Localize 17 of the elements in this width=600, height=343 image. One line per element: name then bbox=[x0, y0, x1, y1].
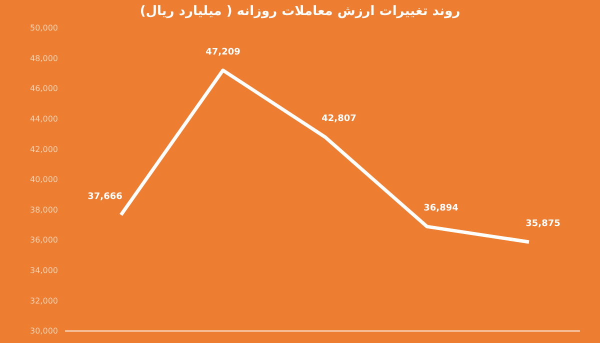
y-tick-label: 42,000 bbox=[30, 144, 58, 154]
data-label: 35,875 bbox=[526, 218, 560, 229]
y-tick-label: 34,000 bbox=[30, 266, 58, 275]
y-tick-label: 32,000 bbox=[30, 296, 58, 306]
y-tick-label: 36,000 bbox=[30, 236, 58, 245]
y-tick-label: 46,000 bbox=[30, 84, 58, 94]
data-label: 47,209 bbox=[206, 47, 240, 58]
y-tick-label: 38,000 bbox=[30, 205, 58, 214]
y-tick-label: 50,000 bbox=[30, 24, 58, 33]
data-label: 42,807 bbox=[322, 114, 356, 124]
y-tick-label: 30,000 bbox=[30, 326, 58, 336]
chart-title: روند تغییرات ارزش معاملات روزانه ( میلیارد ریال) bbox=[140, 4, 460, 19]
y-tick-label: 44,000 bbox=[30, 114, 58, 124]
y-tick-label: 40,000 bbox=[30, 175, 58, 184]
data-label: 37,666 bbox=[88, 192, 122, 202]
data-label: 36,894 bbox=[424, 204, 458, 214]
y-tick-label: 48,000 bbox=[30, 54, 58, 63]
